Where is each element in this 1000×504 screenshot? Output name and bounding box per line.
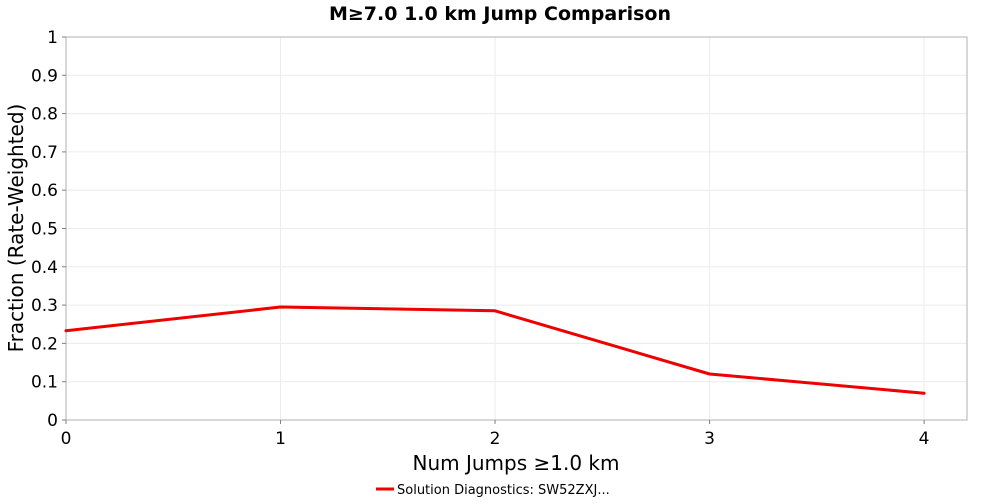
data-point bbox=[922, 391, 926, 395]
y-axis-ticks: 0 0.1 0.2 0.3 0.4 0.5 0.6 0.7 0.8 0.9 1 bbox=[31, 28, 66, 431]
y-tick-label: 0.2 bbox=[31, 334, 58, 354]
y-tick-label: 0.5 bbox=[31, 220, 58, 240]
series-lines bbox=[64, 305, 926, 395]
x-tick-label: 3 bbox=[704, 429, 715, 449]
data-point bbox=[708, 372, 712, 376]
y-tick-label: 0.3 bbox=[31, 296, 58, 316]
x-tick-label: 0 bbox=[61, 429, 72, 449]
legend-label: Solution Diagnostics: SW52ZXJ... bbox=[397, 483, 610, 498]
y-tick-label: 0.6 bbox=[31, 181, 58, 201]
x-axis-label: Num Jumps ≥1.0 km bbox=[413, 451, 620, 475]
chart-title: M≥7.0 1.0 km Jump Comparison bbox=[329, 3, 671, 25]
y-tick-label: 0 bbox=[47, 411, 58, 431]
y-axis-label: Fraction (Rate-Weighted) bbox=[4, 104, 28, 353]
x-axis-ticks: 0 1 2 3 4 bbox=[61, 420, 930, 449]
y-tick-label: 0.9 bbox=[31, 66, 58, 86]
x-tick-label: 1 bbox=[275, 429, 286, 449]
x-tick-label: 2 bbox=[490, 429, 501, 449]
y-tick-label: 0.1 bbox=[31, 373, 58, 393]
legend: Solution Diagnostics: SW52ZXJ... bbox=[376, 483, 610, 498]
data-point bbox=[64, 329, 68, 333]
data-point bbox=[493, 309, 497, 313]
y-tick-label: 1 bbox=[47, 28, 58, 48]
y-tick-label: 0.4 bbox=[31, 258, 58, 278]
y-tick-label: 0.7 bbox=[31, 143, 58, 163]
y-tick-label: 0.8 bbox=[31, 105, 58, 125]
data-point bbox=[279, 305, 283, 309]
x-tick-label: 4 bbox=[919, 429, 930, 449]
